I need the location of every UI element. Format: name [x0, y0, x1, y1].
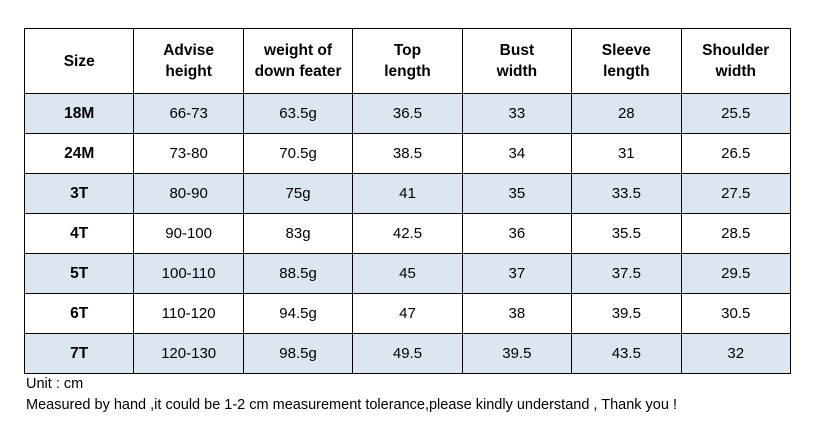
header-shoulder-width: Shoulder width: [680, 28, 792, 94]
top-length-cell: 42.5: [352, 213, 463, 254]
bust-width-cell: 38: [461, 293, 573, 334]
header-row: Size Advise height weight of down feater T…: [23, 28, 792, 94]
top-length-cell: 47: [352, 293, 463, 334]
table-row: 4T 90-100 83g 42.5 36 35.5 28.5: [23, 213, 792, 254]
down-weight-cell: 94.5g: [242, 293, 354, 334]
notes: Unit : cm Measured by hand ,it could be …: [26, 374, 677, 416]
sleeve-length-cell: 33.5: [571, 173, 682, 214]
down-weight-cell: 83g: [242, 213, 354, 254]
header-top-length: Top length: [352, 28, 463, 94]
bust-width-cell: 37: [461, 253, 573, 294]
sleeve-length-cell: 39.5: [571, 293, 682, 334]
height-cell: 73-80: [133, 133, 244, 174]
down-weight-cell: 63.5g: [242, 93, 354, 134]
sleeve-length-cell: 31: [571, 133, 682, 174]
height-cell: 120-130: [133, 333, 244, 374]
header-down-weight: weight of down feater: [242, 28, 354, 94]
size-chart-table: Size Advise height weight of down feater T…: [23, 28, 792, 374]
down-weight-cell: 70.5g: [242, 133, 354, 174]
size-cell: 18M: [23, 93, 135, 134]
top-length-cell: 49.5: [352, 333, 463, 374]
shoulder-width-cell: 32: [680, 333, 792, 374]
down-weight-cell: 98.5g: [242, 333, 354, 374]
sleeve-length-cell: 43.5: [571, 333, 682, 374]
header-size: Size: [23, 28, 135, 94]
height-cell: 100-110: [133, 253, 244, 294]
table-row: 24M 73-80 70.5g 38.5 34 31 26.5: [23, 133, 792, 174]
unit-note: Unit : cm: [26, 376, 84, 392]
table-row: 7T 120-130 98.5g 49.5 39.5 43.5 32: [23, 333, 792, 374]
down-weight-cell: 88.5g: [242, 253, 354, 294]
top-length-cell: 36.5: [352, 93, 463, 134]
bust-width-cell: 34: [461, 133, 573, 174]
table-row: 3T 80-90 75g 41 35 33.5 27.5: [23, 173, 792, 214]
size-cell: 6T: [23, 293, 135, 334]
top-length-cell: 41: [352, 173, 463, 214]
header-bust-width: Bust width: [461, 28, 573, 94]
size-cell: 7T: [23, 333, 135, 374]
shoulder-width-cell: 30.5: [680, 293, 792, 334]
bust-width-cell: 36: [461, 213, 573, 254]
shoulder-width-cell: 27.5: [680, 173, 792, 214]
shoulder-width-cell: 28.5: [680, 213, 792, 254]
height-cell: 66-73: [133, 93, 244, 134]
size-cell: 5T: [23, 253, 135, 294]
down-weight-cell: 75g: [242, 173, 354, 214]
table-row: 6T 110-120 94.5g 47 38 39.5 30.5: [23, 293, 792, 334]
shoulder-width-cell: 25.5: [680, 93, 792, 134]
sleeve-length-cell: 37.5: [571, 253, 682, 294]
bust-width-cell: 35: [461, 173, 573, 214]
header-advise-height: Advise height: [133, 28, 244, 94]
shoulder-width-cell: 26.5: [680, 133, 792, 174]
top-length-cell: 38.5: [352, 133, 463, 174]
table-row: 5T 100-110 88.5g 45 37 37.5 29.5: [23, 253, 792, 294]
bust-width-cell: 33: [461, 93, 573, 134]
size-cell: 4T: [23, 213, 135, 254]
height-cell: 80-90: [133, 173, 244, 214]
table-row: 18M 66-73 63.5g 36.5 33 28 25.5: [23, 93, 792, 134]
bust-width-cell: 39.5: [461, 333, 573, 374]
shoulder-width-cell: 29.5: [680, 253, 792, 294]
height-cell: 90-100: [133, 213, 244, 254]
size-cell: 3T: [23, 173, 135, 214]
top-length-cell: 45: [352, 253, 463, 294]
sleeve-length-cell: 28: [571, 93, 682, 134]
sleeve-length-cell: 35.5: [571, 213, 682, 254]
header-sleeve-length: Sleeve length: [571, 28, 682, 94]
size-cell: 24M: [23, 133, 135, 174]
measurement-note: Measured by hand ,it could be 1-2 cm mea…: [26, 397, 677, 413]
height-cell: 110-120: [133, 293, 244, 334]
